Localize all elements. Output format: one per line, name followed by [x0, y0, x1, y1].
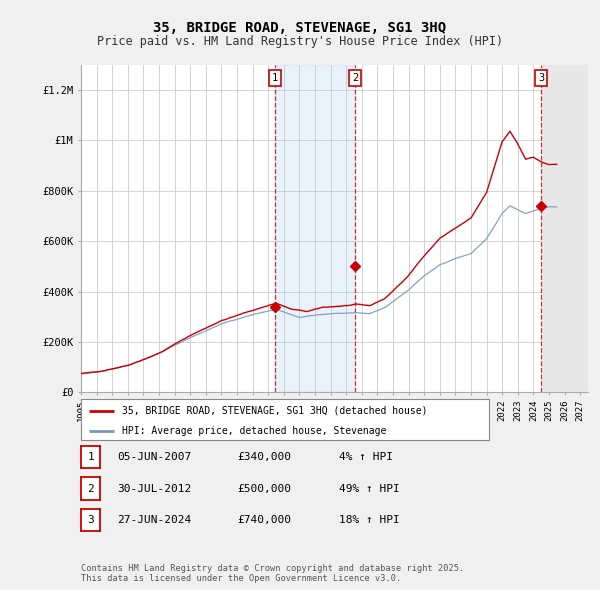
- Text: £500,000: £500,000: [237, 484, 291, 493]
- Text: 30-JUL-2012: 30-JUL-2012: [117, 484, 191, 493]
- Text: £340,000: £340,000: [237, 453, 291, 462]
- Text: Price paid vs. HM Land Registry's House Price Index (HPI): Price paid vs. HM Land Registry's House …: [97, 35, 503, 48]
- Text: 1: 1: [87, 453, 94, 462]
- Text: HPI: Average price, detached house, Stevenage: HPI: Average price, detached house, Stev…: [122, 426, 386, 436]
- Text: 05-JUN-2007: 05-JUN-2007: [117, 453, 191, 462]
- Text: 3: 3: [87, 515, 94, 525]
- Text: 49% ↑ HPI: 49% ↑ HPI: [339, 484, 400, 493]
- Text: 2: 2: [352, 73, 358, 83]
- Text: Contains HM Land Registry data © Crown copyright and database right 2025.
This d: Contains HM Land Registry data © Crown c…: [81, 563, 464, 583]
- Bar: [275, 65, 355, 392]
- Text: 2: 2: [87, 484, 94, 493]
- Text: £740,000: £740,000: [237, 515, 291, 525]
- Text: 1: 1: [272, 73, 278, 83]
- Text: 35, BRIDGE ROAD, STEVENAGE, SG1 3HQ (detached house): 35, BRIDGE ROAD, STEVENAGE, SG1 3HQ (det…: [122, 406, 427, 416]
- Text: 18% ↑ HPI: 18% ↑ HPI: [339, 515, 400, 525]
- Text: 35, BRIDGE ROAD, STEVENAGE, SG1 3HQ: 35, BRIDGE ROAD, STEVENAGE, SG1 3HQ: [154, 21, 446, 35]
- Text: 4% ↑ HPI: 4% ↑ HPI: [339, 453, 393, 462]
- Bar: [541, 65, 588, 392]
- Text: 3: 3: [538, 73, 544, 83]
- Text: 27-JUN-2024: 27-JUN-2024: [117, 515, 191, 525]
